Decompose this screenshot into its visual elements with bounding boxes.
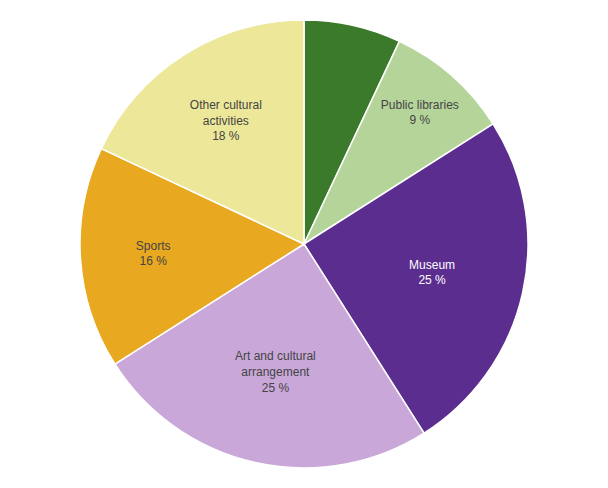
svg-text:Other culturalactivities18 %: Other culturalactivities18 % xyxy=(190,98,262,143)
svg-text:Art and culturalarrangement25: Art and culturalarrangement25 % xyxy=(235,349,316,394)
svg-text:Public libraries9 %: Public libraries9 % xyxy=(381,98,459,128)
svg-text:Museum25 %: Museum25 % xyxy=(409,258,455,288)
svg-text:Sports16 %: Sports16 % xyxy=(136,239,171,269)
